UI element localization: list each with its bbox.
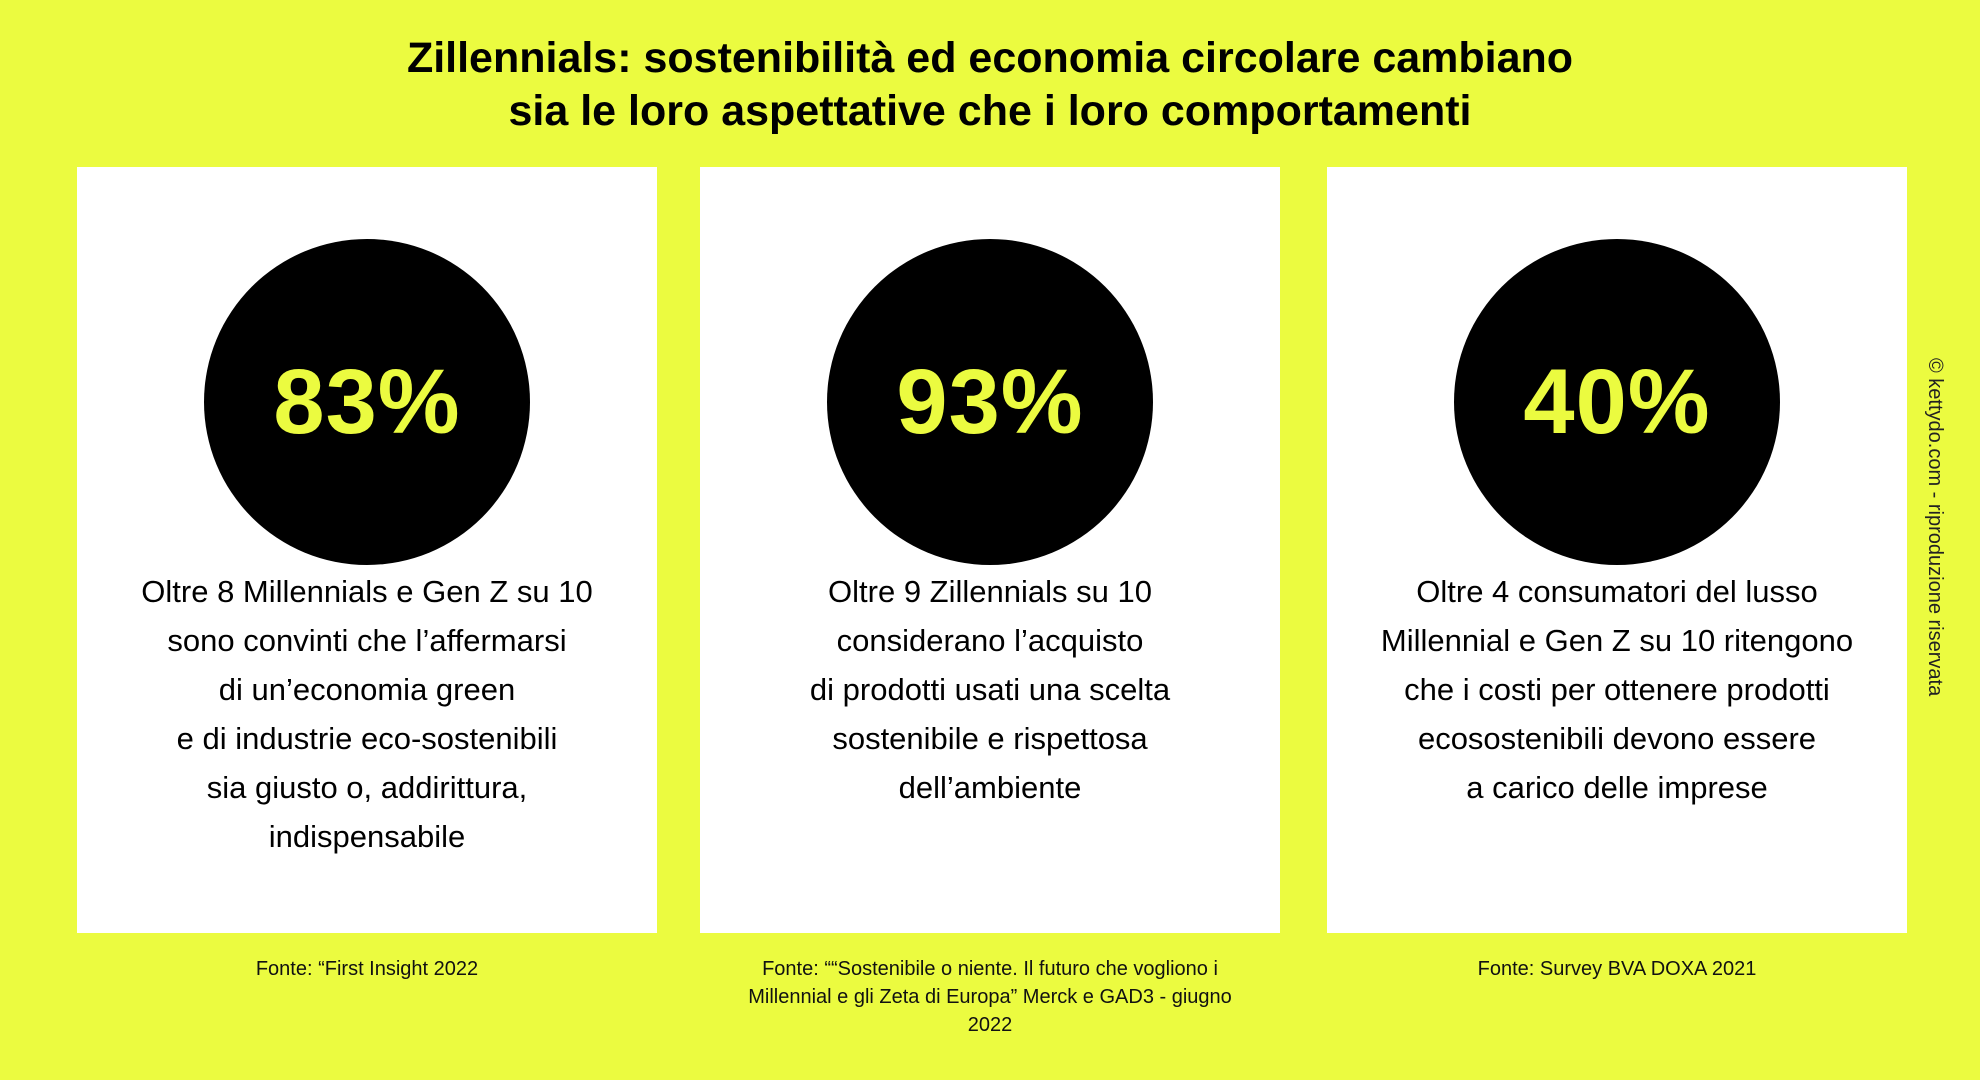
stat-card-3: 40% Oltre 4 consumatori del lusso Millen… [1327,167,1907,933]
stat-circle: 40% [1454,239,1780,565]
description-line: considerano l’acquisto [836,623,1144,658]
source-line: Fonte: ““Sostenibile o niente. Il futuro… [762,958,1218,980]
stat-percent: 83% [273,350,461,453]
stat-circle: 83% [204,239,530,565]
source-note-2: Fonte: ““Sostenibile o niente. Il futuro… [700,955,1280,1039]
description-line: sostenibile e rispettosa [832,721,1148,756]
description-line: Oltre 8 Millennials e Gen Z su 10 [141,574,593,609]
title-line-2: sia le loro aspettative che i loro compo… [508,87,1472,135]
description-line: e di industrie eco-sostenibili [176,721,558,756]
page-title: Zillennials: sostenibilità ed economia c… [0,32,1980,138]
description-line: ecosostenibili devono essere [1417,721,1817,756]
description-line: sono convinti che l’affermarsi [167,623,567,658]
description-line: Millennial e Gen Z su 10 ritengono [1380,623,1854,658]
description-line: indispensabile [268,819,466,854]
source-note-3: Fonte: Survey BVA DOXA 2021 [1327,955,1907,983]
stat-percent: 93% [896,350,1084,453]
description-line: a carico delle imprese [1466,770,1768,805]
stat-card-1: 83% Oltre 8 Millennials e Gen Z su 10 so… [77,167,657,933]
stat-circle: 93% [827,239,1153,565]
copyright-credit: © kettydo.com - riproduzione riservata [1924,358,1946,697]
description-line: Oltre 4 consumatori del lusso [1416,574,1818,609]
description-line: dell’ambiente [898,770,1082,805]
source-note-1: Fonte: “First Insight 2022 [77,955,657,983]
title-line-1: Zillennials: sostenibilità ed economia c… [406,34,1574,82]
source-line: Millennial e gli Zeta di Europa” Merck e… [748,986,1232,1008]
stat-percent: 40% [1523,350,1711,453]
source-line: Fonte: Survey BVA DOXA 2021 [1477,958,1757,980]
stat-description: Oltre 4 consumatori del lusso Millennial… [1337,567,1897,812]
description-line: che i costi per ottenere prodotti [1404,672,1830,707]
stat-card-2: 93% Oltre 9 Zillennials su 10 consideran… [700,167,1280,933]
description-line: di un’economia green [218,672,516,707]
source-line: Fonte: “First Insight 2022 [255,958,479,980]
description-line: Oltre 9 Zillennials su 10 [828,574,1152,609]
description-line: di prodotti usati una scelta [809,672,1171,707]
stat-description: Oltre 9 Zillennials su 10 considerano l’… [710,567,1270,812]
source-line: 2022 [967,1014,1013,1036]
stat-description: Oltre 8 Millennials e Gen Z su 10 sono c… [87,567,647,861]
description-line: sia giusto o, addirittura, [206,770,528,805]
